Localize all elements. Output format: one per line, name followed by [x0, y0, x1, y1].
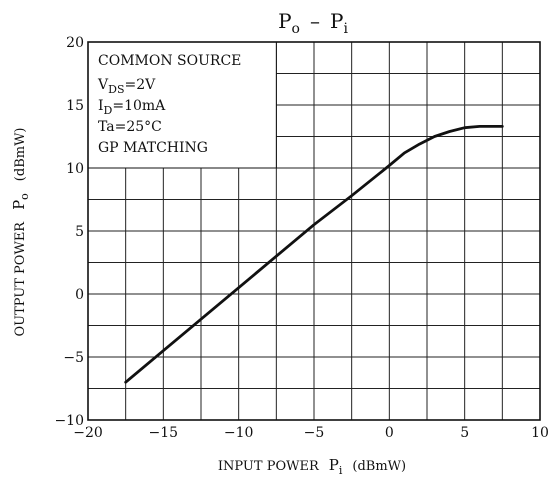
condition-id: ID=10mA [98, 98, 166, 117]
x-tick-label: 10 [531, 425, 549, 441]
condition-vds: VDS=2V [97, 77, 156, 96]
y-axis-ticks: −10 −5 0 5 10 15 20 [54, 35, 84, 429]
grid [88, 42, 540, 420]
y-tick-label: −5 [63, 350, 84, 366]
x-tick-label: −10 [224, 425, 254, 441]
x-tick-label: −15 [149, 425, 179, 441]
chart-title: Po – Pi [278, 9, 348, 37]
conditions-box: COMMON SOURCE VDS=2V ID=10mA Ta=25°C GP … [87, 41, 277, 169]
y-tick-label: 10 [66, 161, 84, 177]
condition-source: COMMON SOURCE [98, 53, 241, 69]
x-tick-label: 0 [385, 425, 394, 441]
condition-ta: Ta=25°C [98, 119, 162, 135]
x-axis-label: INPUT POWER Pi (dBmW) [218, 456, 406, 477]
series-layer [124, 125, 504, 384]
x-tick-label: −20 [73, 425, 103, 441]
x-tick-label: −5 [304, 425, 325, 441]
y-axis-label: OUTPUT POWERPo(dBmW) [10, 127, 31, 336]
plot-frame [87, 41, 541, 421]
x-axis-ticks: −20 −15 −10 −5 0 5 10 [73, 425, 549, 441]
x-tick-label: 5 [460, 425, 469, 441]
y-tick-label: 20 [66, 35, 84, 51]
y-tick-label: 15 [66, 98, 84, 114]
y-tick-label: 5 [75, 224, 84, 240]
condition-matching: GP MATCHING [98, 140, 208, 156]
y-tick-label: −10 [54, 413, 84, 429]
y-tick-label: 0 [75, 287, 84, 303]
series-line [124, 125, 504, 384]
